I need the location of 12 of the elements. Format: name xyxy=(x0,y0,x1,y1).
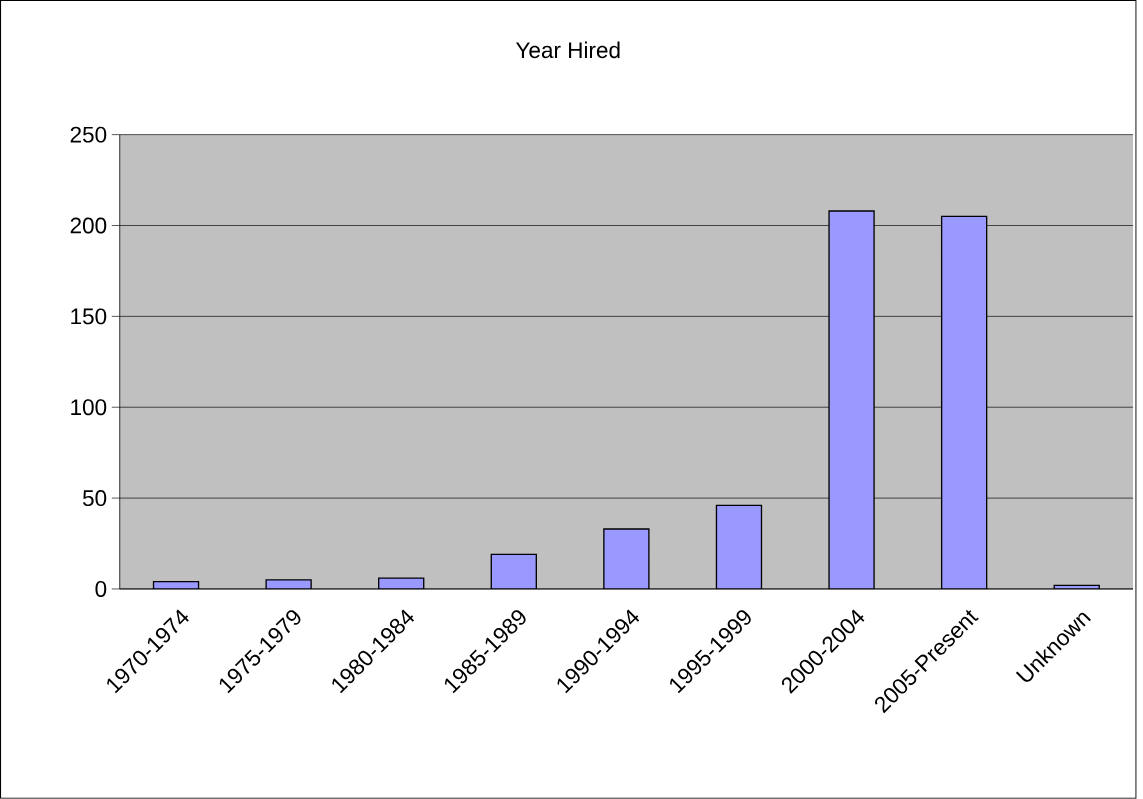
y-tick-label: 100 xyxy=(71,399,107,416)
bar xyxy=(490,553,537,590)
y-tick-label: 150 xyxy=(71,308,107,325)
y-tick-label: 250 xyxy=(70,126,107,143)
bar xyxy=(940,215,988,590)
bar xyxy=(715,504,763,590)
y-tick-label: 50 xyxy=(82,490,107,507)
bar xyxy=(603,528,650,590)
chart-title: Year Hired xyxy=(515,41,620,59)
y-tick-label: 200 xyxy=(70,217,107,234)
bar xyxy=(828,210,875,590)
y-tick-label: 0 xyxy=(95,581,107,598)
